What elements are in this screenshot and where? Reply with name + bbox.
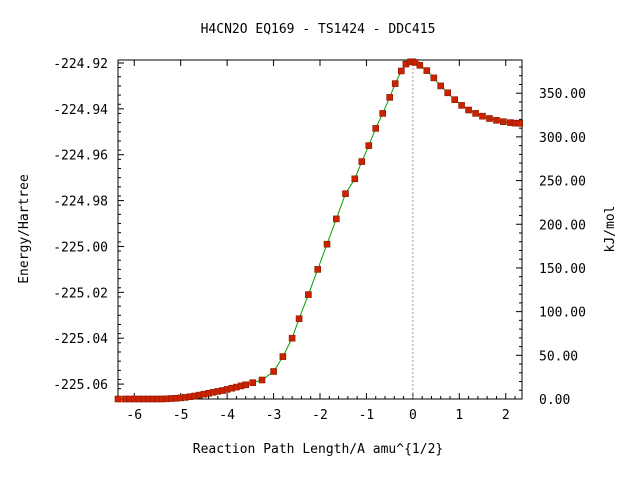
y-tick-label: -224.92 — [53, 57, 108, 72]
data-point — [372, 125, 380, 132]
data-point — [437, 82, 445, 90]
data-point — [365, 142, 373, 149]
data-point — [493, 117, 500, 124]
data-point — [430, 74, 438, 82]
x-tick-label: -6 — [126, 408, 142, 423]
energy-profile-points — [114, 58, 524, 403]
data-point — [379, 110, 387, 117]
data-point — [249, 379, 256, 387]
y-tick-label: -225.06 — [53, 378, 108, 393]
data-point — [305, 291, 312, 298]
y2-tick-label: 250.00 — [539, 175, 586, 190]
data-point — [114, 395, 122, 403]
y-tick-label: -224.96 — [53, 149, 108, 164]
x-tick-label: -3 — [266, 408, 282, 423]
data-point — [391, 80, 399, 87]
y-tick-label: -225.00 — [53, 240, 108, 255]
y2-axis-label: kJ/mol — [603, 206, 618, 253]
data-point — [323, 240, 331, 248]
y2-tick-label: 100.00 — [539, 306, 586, 321]
data-point — [500, 118, 507, 125]
data-point — [279, 353, 287, 360]
x-tick-label: -5 — [173, 408, 189, 423]
x-axis-label: Reaction Path Length/A amu^{1/2} — [193, 442, 443, 457]
x-tick-label: 1 — [455, 408, 463, 423]
y-axis-label: Energy/Hartree — [17, 174, 32, 284]
data-point — [358, 158, 366, 165]
data-point — [416, 61, 424, 69]
data-point — [516, 120, 524, 127]
data-point — [458, 102, 465, 109]
data-point — [351, 175, 359, 183]
data-point — [242, 381, 249, 389]
data-point — [423, 67, 431, 74]
y-tick-label: -225.04 — [53, 332, 108, 347]
data-point — [486, 115, 493, 122]
y2-tick-label: 350.00 — [539, 87, 586, 102]
y2-tick-label: 200.00 — [539, 218, 586, 233]
x-axis: -6 -5 -4 -3 -2 -1 0 1 2 — [124, 60, 516, 423]
data-point — [479, 112, 486, 120]
y2-tick-label: 0.00 — [539, 393, 570, 408]
data-point — [342, 190, 349, 197]
y-tick-label: -224.98 — [53, 195, 108, 210]
data-point — [472, 110, 479, 117]
x-tick-label: -2 — [312, 408, 328, 423]
y-tick-label: -225.02 — [53, 286, 108, 301]
y-axis-left: -224.92 -224.94 -224.96 -224.98 -225.00 -225.… — [53, 57, 124, 399]
y-axis-right: 0.00 50.00 100.00 150.00 200.00 250.00 300.00 3… — [516, 66, 586, 408]
data-point — [332, 215, 340, 223]
x-tick-label: -1 — [359, 408, 375, 423]
data-point — [258, 376, 266, 384]
data-point — [444, 89, 452, 97]
data-point — [314, 266, 322, 273]
y2-tick-label: 50.00 — [539, 349, 578, 364]
data-point — [451, 96, 459, 103]
x-tick-label: 2 — [502, 408, 510, 423]
data-point — [270, 368, 277, 375]
data-point — [386, 94, 394, 101]
data-point — [295, 315, 303, 323]
data-point — [288, 334, 296, 342]
data-point — [465, 106, 472, 114]
y2-tick-label: 300.00 — [539, 131, 586, 146]
chart-title: H4CN2O EQ169 - TS1424 - DDC415 — [201, 22, 436, 37]
x-tick-label: 0 — [409, 408, 417, 423]
data-point — [397, 67, 405, 75]
x-tick-label: -4 — [219, 408, 235, 423]
y2-tick-label: 150.00 — [539, 262, 586, 277]
y-tick-label: -224.94 — [53, 103, 108, 118]
